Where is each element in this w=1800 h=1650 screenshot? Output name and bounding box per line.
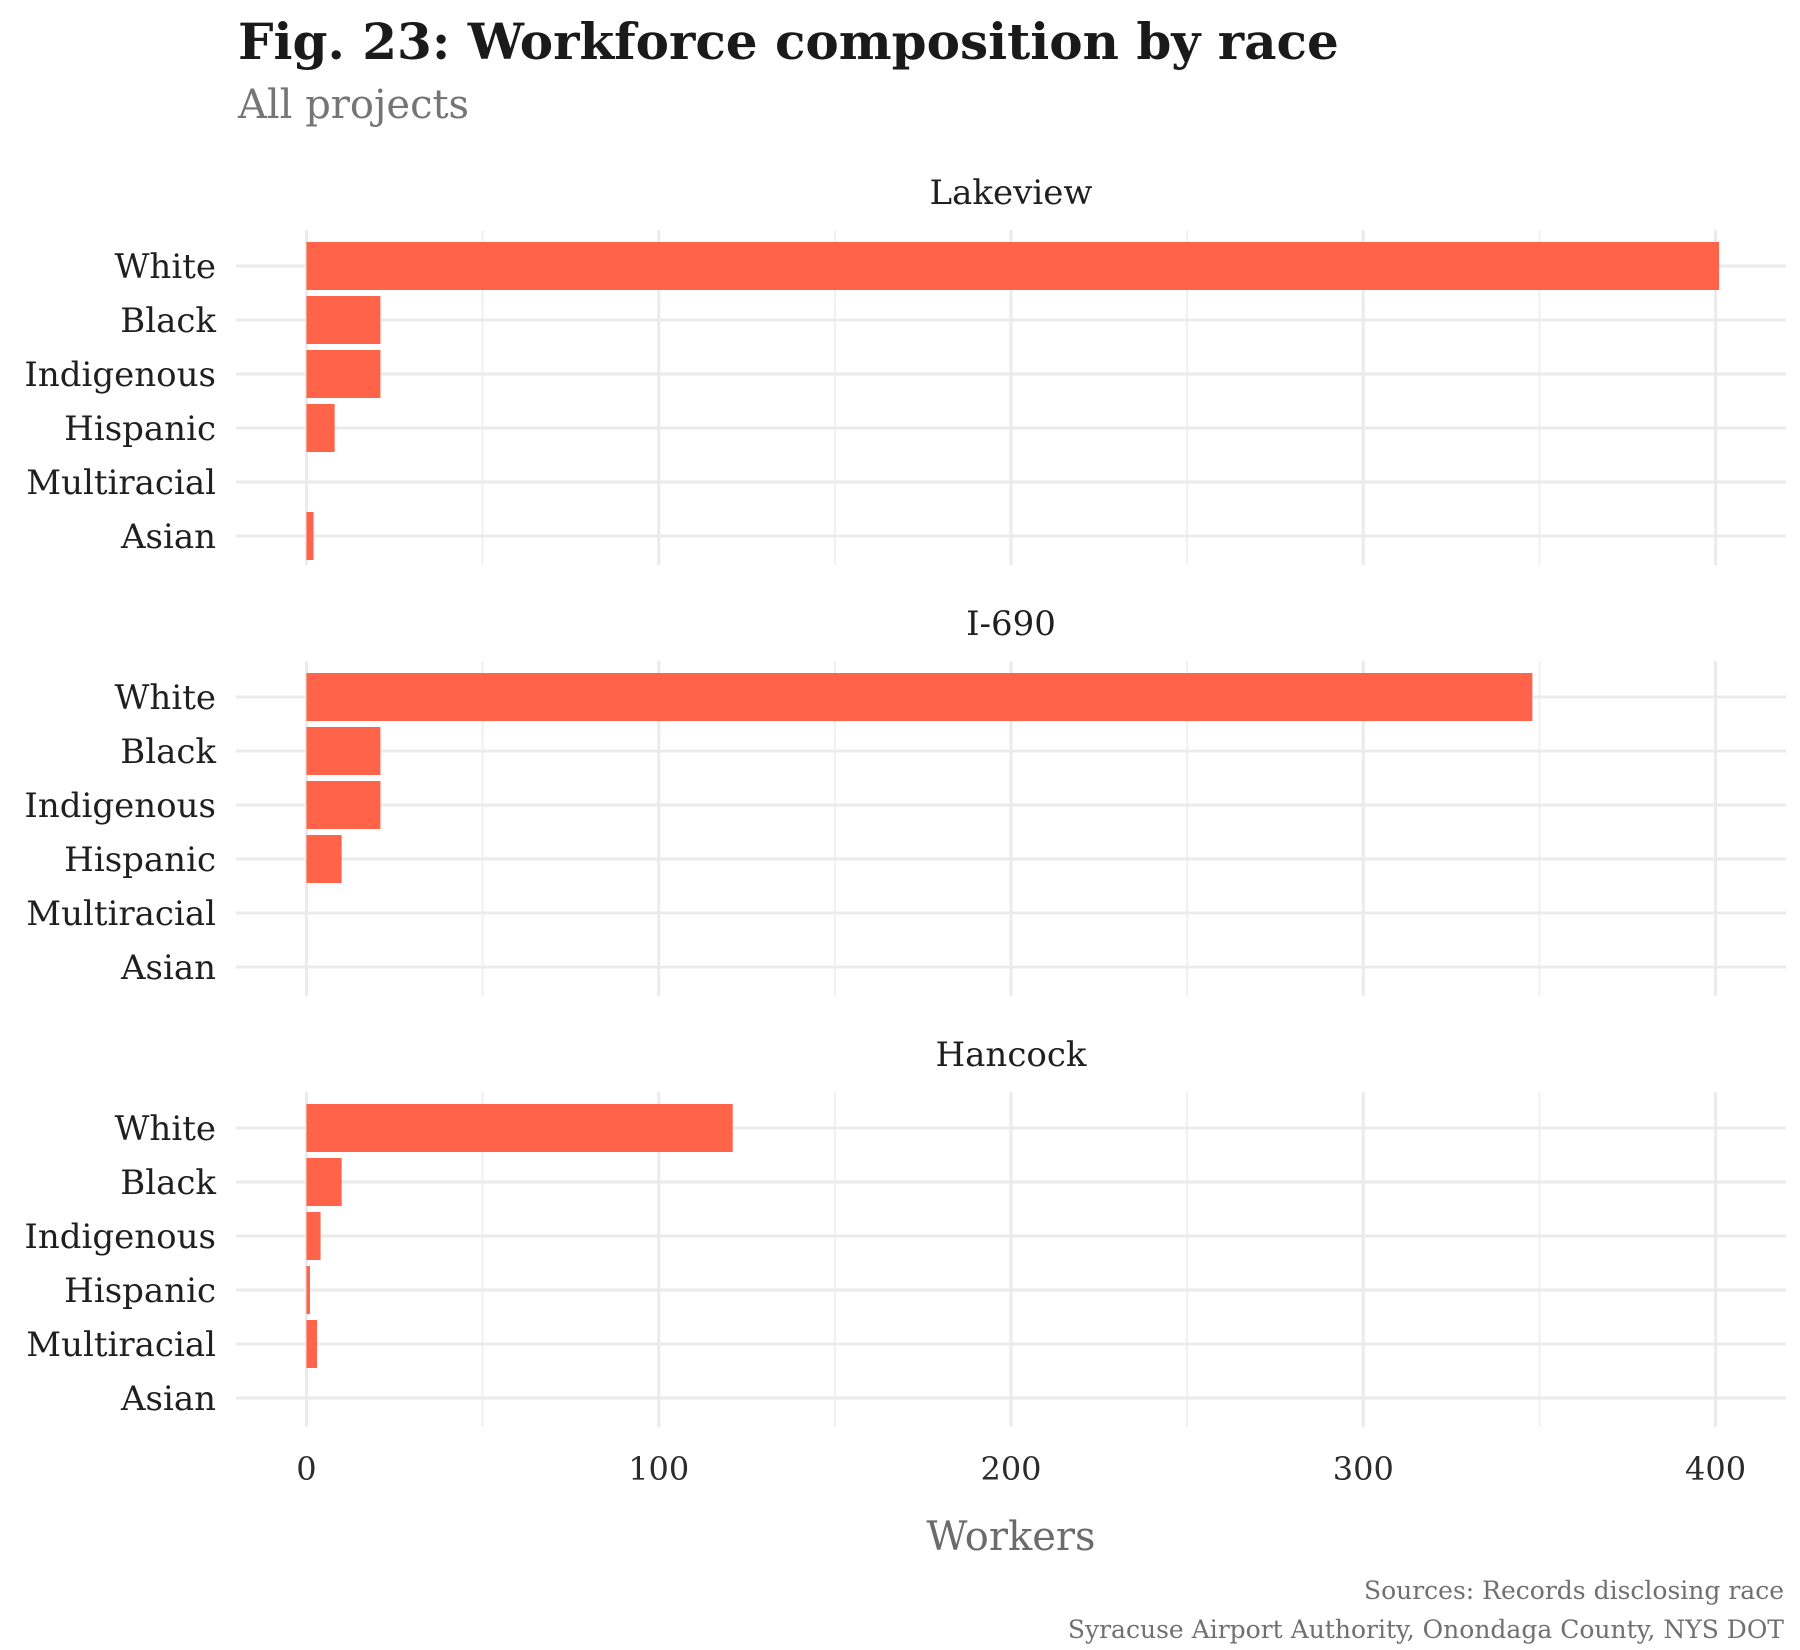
y-tick-label: Hispanic: [64, 409, 216, 449]
bar-white: [306, 673, 1533, 721]
y-tick-label: Hispanic: [64, 1271, 216, 1311]
y-tick-label: Black: [120, 732, 216, 772]
bar-white: [306, 1104, 733, 1152]
y-tick-label: White: [114, 678, 216, 718]
y-tick-label: Multiracial: [26, 894, 216, 934]
bar-white: [306, 242, 1720, 290]
chart-title: Fig. 23: Workforce composition by race: [238, 12, 1339, 71]
y-tick-label: Asian: [120, 1379, 216, 1419]
bar-multiracial: [306, 1320, 318, 1368]
x-tick-label: 0: [296, 1450, 316, 1488]
y-tick-label: Indigenous: [24, 786, 216, 826]
x-tick-label: 200: [980, 1450, 1041, 1488]
panel-strip-label: Lakeview: [930, 173, 1093, 213]
y-tick-label: White: [114, 247, 216, 287]
bar-asian: [306, 512, 314, 560]
bar-black: [306, 1158, 342, 1206]
panel-0: Lakeview White Black Indigenous Hispanic Mult…: [24, 173, 1786, 565]
bar-indigenous: [306, 781, 381, 829]
bar-black: [306, 296, 381, 344]
y-tick-label: White: [114, 1109, 216, 1149]
caption-sources: Sources: Records disclosing race: [1363, 1576, 1784, 1605]
chart-subtitle: All projects: [238, 82, 470, 128]
bar-indigenous: [306, 350, 381, 398]
panel-strip-label: I-690: [966, 604, 1056, 644]
x-axis-label: Workers: [926, 1514, 1095, 1560]
bar-hispanic: [306, 404, 335, 452]
x-tick-label: 400: [1685, 1450, 1746, 1488]
y-tick-label: Asian: [120, 948, 216, 988]
panel-strip-label: Hancock: [936, 1035, 1087, 1075]
bar-indigenous: [306, 1212, 321, 1260]
panel-1: I-690 White Black Indigenous Hispanic Multira…: [24, 604, 1786, 996]
caption-agencies: Syracuse Airport Authority, Onondaga Cou…: [1067, 1615, 1784, 1644]
panel-2: Hancock White Black Indigenous Hispanic Multi…: [24, 1035, 1786, 1427]
bar-hispanic: [306, 835, 342, 883]
x-tick-label: 100: [628, 1450, 689, 1488]
y-tick-label: Multiracial: [26, 1325, 216, 1365]
bar-black: [306, 727, 381, 775]
y-tick-label: Black: [120, 301, 216, 341]
y-tick-label: Asian: [120, 517, 216, 557]
y-tick-label: Multiracial: [26, 463, 216, 503]
y-tick-label: Indigenous: [24, 1217, 216, 1257]
bar-hispanic: [306, 1266, 310, 1314]
x-tick-label: 300: [1333, 1450, 1394, 1488]
y-tick-label: Hispanic: [64, 840, 216, 880]
y-tick-label: Indigenous: [24, 355, 216, 395]
y-tick-label: Black: [120, 1163, 216, 1203]
